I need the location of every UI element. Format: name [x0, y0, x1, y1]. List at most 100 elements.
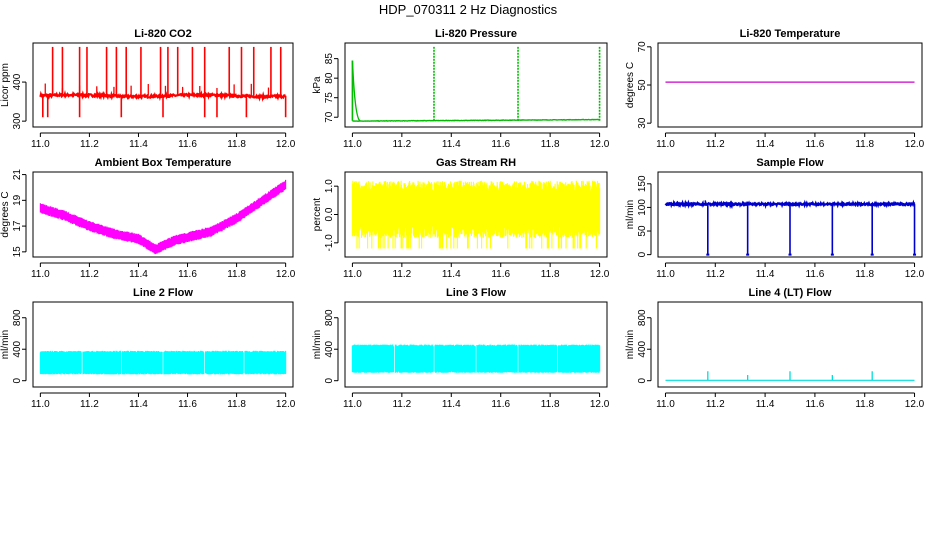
x-tick-label: 11.4 — [129, 399, 148, 410]
x-tick-label: 11.2 — [706, 399, 725, 410]
y-tick-label: 50 — [637, 225, 648, 237]
y-tick-label: 19 — [12, 194, 23, 206]
x-tick-label: 11.8 — [227, 139, 246, 150]
sample-flow-trace — [664, 199, 916, 210]
y-tick-label: 70 — [637, 41, 648, 53]
x-tick-label: 11.0 — [656, 139, 675, 150]
x-tick-label: 12.0 — [276, 399, 296, 410]
plot-frame — [657, 301, 923, 388]
plot-frame — [32, 42, 294, 128]
y-tick-label: 1.0 — [324, 179, 335, 193]
x-tick-label: 12.0 — [276, 139, 296, 150]
x-tick-label: 12.0 — [905, 269, 925, 280]
panel-9: Line 4 (LT) Flow 11.0 11.2 11.4 11.6 11.8 12.0… — [625, 287, 925, 410]
plot-frame — [344, 42, 608, 128]
panel-title: Line 3 Flow — [446, 287, 506, 299]
y-tick-label: 0 — [637, 251, 648, 257]
x-tick-label: 11.0 — [656, 269, 675, 280]
y-tick-label: 85 — [324, 53, 335, 65]
figure-title: HDP_070311 2 Hz Diagnostics — [379, 2, 558, 17]
y-axis-label: ml/min — [625, 330, 636, 359]
plot-frame — [657, 42, 923, 128]
series-area — [665, 371, 915, 381]
x-tick-label: 11.6 — [491, 269, 510, 280]
x-axis: 11.0 11.2 11.4 11.6 11.8 12.0 — [343, 262, 610, 280]
series-area — [664, 199, 917, 256]
panel-2: Li-820 Pressure 11.0 11.2 11.4 11.6 11.8 12.0 7… — [312, 28, 610, 150]
x-tick-label: 11.8 — [855, 269, 874, 280]
y-axis-label: ml/min — [625, 200, 636, 229]
x-tick-label: 11.8 — [541, 269, 560, 280]
x-tick-label: 12.0 — [590, 269, 610, 280]
x-tick-label: 12.0 — [590, 399, 610, 410]
x-tick-label: 11.4 — [442, 399, 461, 410]
x-tick-label: 11.0 — [343, 139, 362, 150]
y-tick-label: 400 — [324, 340, 335, 357]
x-tick-label: 11.4 — [756, 139, 775, 150]
y-tick-label: 30 — [637, 117, 648, 129]
x-tick-label: 11.8 — [855, 139, 874, 150]
x-axis: 11.0 11.2 11.4 11.6 11.8 12.0 — [31, 132, 296, 150]
x-tick-label: 11.6 — [806, 399, 825, 410]
pressure-trace — [352, 118, 600, 122]
x-tick-label: 11.6 — [806, 139, 825, 150]
y-tick-label: 400 — [637, 340, 648, 357]
ambient-temp-band — [39, 179, 287, 255]
x-tick-label: 11.0 — [656, 399, 675, 410]
y-axis: -1.0 0.0 1.0 — [324, 179, 339, 252]
x-tick-label: 11.2 — [392, 269, 411, 280]
x-axis: 11.0 11.2 11.4 11.6 11.8 12.0 — [343, 392, 610, 410]
y-tick-label: 17 — [12, 220, 23, 232]
rh-band — [351, 180, 601, 249]
x-tick-label: 11.2 — [706, 139, 725, 150]
panel-title: Li-820 Temperature — [740, 28, 841, 40]
y-axis-label: Licor ppm — [0, 63, 11, 107]
x-tick-label: 11.4 — [129, 139, 148, 150]
series-area — [39, 179, 287, 255]
x-tick-label: 11.0 — [31, 269, 50, 280]
x-tick-label: 11.0 — [31, 399, 50, 410]
y-tick-label: -1.0 — [324, 234, 335, 252]
y-tick-label: 400 — [12, 73, 23, 90]
plot-frame — [657, 171, 923, 258]
y-tick-label: 80 — [324, 72, 335, 84]
x-tick-label: 11.0 — [343, 269, 362, 280]
panel-6: Sample Flow 11.0 11.2 11.4 11.6 11.8 12.0 0 50 10… — [625, 157, 925, 280]
x-tick-label: 11.4 — [129, 269, 148, 280]
panel-title: Line 2 Flow — [133, 287, 193, 299]
y-tick-label: 0.0 — [324, 207, 335, 221]
x-tick-label: 11.8 — [541, 399, 560, 410]
x-tick-label: 11.6 — [491, 139, 510, 150]
x-tick-label: 11.2 — [392, 139, 411, 150]
x-tick-label: 11.2 — [392, 399, 411, 410]
panel-title: Sample Flow — [756, 157, 824, 169]
x-tick-label: 11.6 — [806, 269, 825, 280]
y-axis: 300 400 — [12, 73, 27, 129]
y-tick-label: 400 — [12, 340, 23, 357]
y-tick-label: 800 — [324, 309, 335, 326]
y-tick-label: 50 — [637, 79, 648, 91]
y-tick-label: 70 — [324, 111, 335, 123]
x-tick-label: 11.6 — [491, 399, 510, 410]
y-axis: 30 50 70 — [637, 41, 652, 129]
x-axis: 11.0 11.2 11.4 11.6 11.8 12.0 — [31, 262, 296, 280]
y-tick-label: 21 — [12, 169, 23, 181]
x-tick-label: 12.0 — [590, 139, 610, 150]
y-tick-label: 150 — [637, 175, 648, 192]
x-tick-label: 11.4 — [442, 269, 461, 280]
y-tick-label: 800 — [637, 309, 648, 326]
x-tick-label: 11.8 — [227, 399, 246, 410]
panel-title: Li-820 CO2 — [134, 28, 191, 40]
x-tick-label: 11.2 — [80, 399, 99, 410]
y-tick-label: 0 — [324, 377, 335, 383]
y-axis-label: kPa — [312, 76, 323, 94]
y-tick-label: 75 — [324, 92, 335, 104]
panel-title: Gas Stream RH — [436, 157, 516, 169]
panel-1: Li-820 CO2 11.0 11.2 11.4 11.6 11.8 12.0 300 400… — [0, 28, 296, 150]
panel-7: Line 2 Flow 11.0 11.2 11.4 11.6 11.8 12.0 0 400 8… — [0, 287, 296, 410]
y-tick-label: 800 — [12, 309, 23, 326]
series-area — [351, 180, 601, 249]
pressure-decay — [351, 60, 361, 122]
y-axis-label: degrees C — [0, 191, 11, 237]
